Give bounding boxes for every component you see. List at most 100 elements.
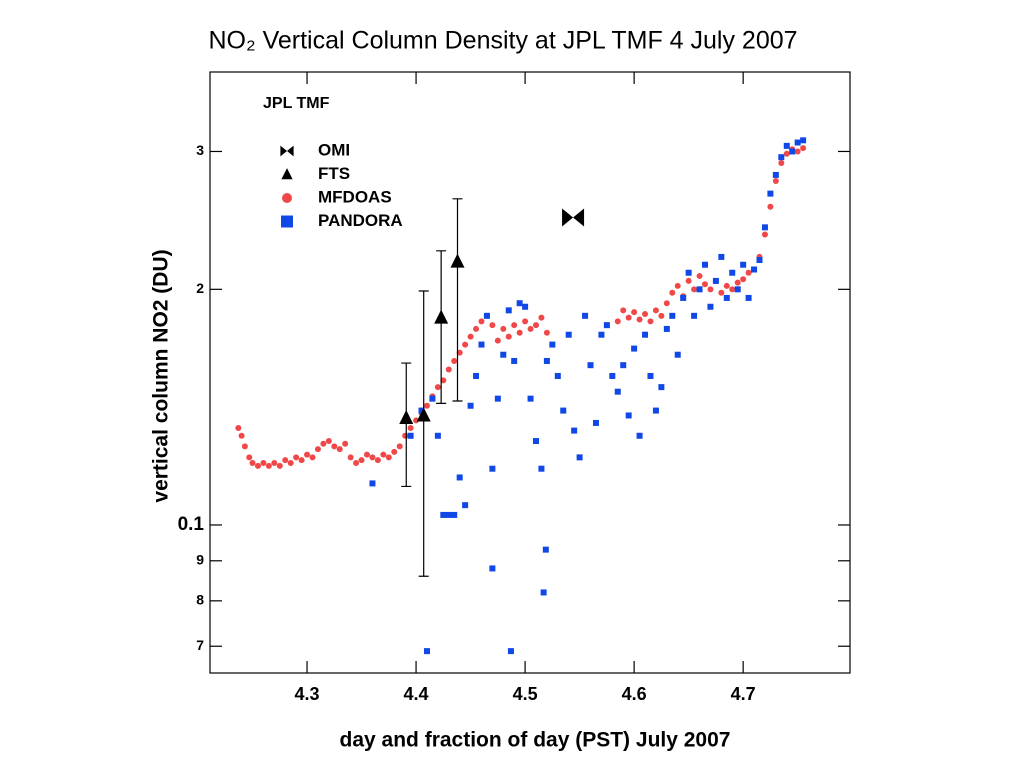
point <box>473 372 480 379</box>
point <box>309 454 316 461</box>
point <box>522 318 529 325</box>
point <box>507 648 514 655</box>
point <box>532 438 539 445</box>
point <box>353 459 360 466</box>
annotation: JPL TMF <box>263 95 330 112</box>
point <box>680 294 687 301</box>
point <box>249 459 256 466</box>
point <box>647 318 654 325</box>
point <box>598 331 605 338</box>
point <box>254 462 261 469</box>
point <box>674 351 681 358</box>
legend-marker <box>281 215 293 228</box>
x-tick-label: 4.3 <box>295 684 320 704</box>
point <box>413 417 420 424</box>
point <box>418 407 425 414</box>
point <box>304 451 311 458</box>
point <box>767 190 774 197</box>
point <box>374 457 381 464</box>
point <box>540 589 547 596</box>
point <box>451 357 458 364</box>
point <box>235 425 242 432</box>
point <box>423 648 430 655</box>
point <box>685 277 692 284</box>
point <box>238 432 245 439</box>
point <box>538 314 545 321</box>
point <box>282 457 289 464</box>
point <box>642 331 649 338</box>
point <box>423 402 430 409</box>
point <box>325 438 332 445</box>
point <box>516 329 523 336</box>
point <box>620 362 627 369</box>
point <box>369 454 376 461</box>
point <box>467 402 474 409</box>
point <box>729 286 736 293</box>
point <box>701 261 708 268</box>
point <box>647 372 654 379</box>
point <box>614 318 621 325</box>
point <box>685 269 692 276</box>
point <box>516 300 523 307</box>
point <box>718 289 725 296</box>
legend-label: MFDOAS <box>318 187 392 206</box>
point <box>652 307 659 314</box>
point <box>669 312 676 319</box>
point <box>565 331 572 338</box>
point <box>342 440 349 447</box>
point <box>701 281 708 288</box>
point <box>396 443 403 450</box>
point <box>691 286 698 293</box>
point <box>440 511 447 518</box>
point <box>729 269 736 276</box>
point <box>549 341 556 348</box>
point <box>674 282 681 289</box>
point <box>794 148 801 155</box>
x-axis-label: day and fraction of day (PST) July 2007 <box>340 729 731 752</box>
point <box>794 139 801 146</box>
point <box>778 159 785 166</box>
point <box>642 310 649 317</box>
point <box>399 409 414 424</box>
point <box>532 322 539 329</box>
point <box>483 312 490 319</box>
point <box>246 454 253 461</box>
point <box>554 372 561 379</box>
point <box>707 303 714 310</box>
point <box>712 277 719 284</box>
point <box>434 432 441 439</box>
point <box>462 341 469 348</box>
point <box>276 462 283 469</box>
point <box>609 372 616 379</box>
point <box>451 511 458 518</box>
chart-title: NO₂ Vertical Column Density at JPL TMF 4… <box>208 27 797 55</box>
point <box>571 427 578 434</box>
point <box>691 312 698 319</box>
point <box>489 565 496 572</box>
point <box>293 454 300 461</box>
point <box>614 388 621 395</box>
legend-marker <box>280 145 294 157</box>
point <box>789 148 796 155</box>
point <box>416 407 431 422</box>
point <box>271 459 278 466</box>
point <box>543 357 550 364</box>
point <box>734 286 741 293</box>
y-tick-label: 2 <box>196 280 204 296</box>
point <box>434 384 441 391</box>
point <box>745 269 752 276</box>
point <box>364 451 371 458</box>
legend-label: OMI <box>318 140 350 159</box>
point <box>440 377 447 384</box>
point <box>505 333 512 340</box>
point <box>314 446 321 453</box>
point <box>489 322 496 329</box>
point <box>718 253 725 260</box>
y-tick-label: 8 <box>196 592 204 608</box>
error-bar <box>418 290 429 577</box>
point <box>772 178 779 185</box>
point <box>358 457 365 464</box>
point <box>500 325 507 332</box>
point <box>761 224 768 231</box>
